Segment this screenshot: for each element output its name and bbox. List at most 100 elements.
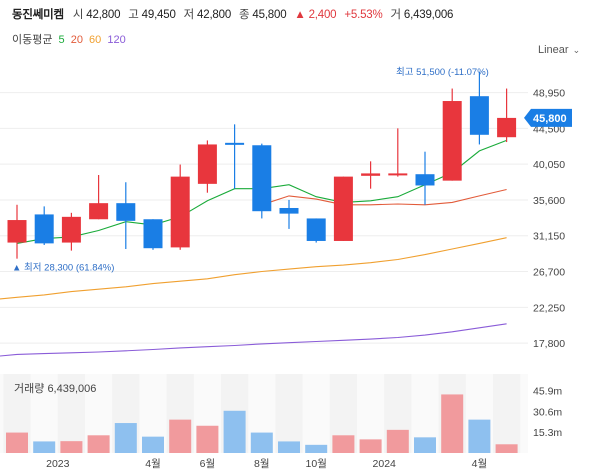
candle-up: [388, 173, 408, 176]
volume-tick-label: 30.6m: [533, 406, 562, 418]
date-tick-label: 2024: [373, 458, 397, 470]
date-tick-label: 10월: [306, 458, 327, 470]
ma-legend-120: 120: [107, 34, 126, 46]
volume-column-band: [57, 374, 85, 453]
candle-down: [469, 96, 489, 135]
candle-up: [333, 176, 353, 241]
candle-down: [252, 145, 272, 212]
date-tick-label: 8월: [254, 458, 270, 470]
candle-up: [497, 117, 517, 138]
candle-up: [7, 220, 27, 243]
date-axis: 2023 4월 6월 8월 10월 2024 4월: [46, 458, 487, 470]
current-price-label: 45,800: [533, 113, 567, 125]
volume-bar-up: [332, 435, 355, 453]
volume-axis: 15.3m 30.6m 45.9m: [533, 385, 562, 439]
candle-down: [415, 174, 435, 186]
date-tick-label: 4월: [472, 458, 488, 470]
price-chart[interactable]: 17,80022,25026,70031,15035,60040,05044,5…: [0, 60, 600, 428]
close-label: 종: [239, 9, 250, 21]
price-tick-label: 35,600: [533, 195, 565, 207]
date-tick-label: 4월: [145, 458, 161, 470]
volume-bar-down: [142, 436, 164, 453]
volume-label: 거: [390, 9, 402, 21]
candle-up: [442, 101, 462, 181]
volume-bar-down: [114, 423, 137, 453]
volume-bar-up: [441, 394, 464, 453]
candle-up: [197, 144, 217, 184]
volume-bar-down: [305, 444, 328, 453]
date-tick-label: 2023: [46, 458, 70, 470]
price-tick-label: 48,950: [533, 88, 565, 100]
candlesticks: [7, 72, 517, 259]
volume-bar-up: [495, 444, 518, 453]
current-price-badge: [524, 108, 572, 127]
volume-chart[interactable]: 15.3m 30.6m 45.9m 2023 4월 6월 8월 10월 2024 4월: [0, 368, 600, 476]
high-price-annotation: 최고 51,500 (-11.07%): [396, 67, 489, 78]
volume-column-band: [493, 374, 521, 453]
price-axis: 17,80022,25026,70031,15035,60040,05044,5…: [533, 88, 565, 351]
volume-title: 거래량 6,439,006: [14, 380, 96, 396]
candle-up: [361, 173, 381, 176]
ma-line-60: [0, 237, 507, 300]
ma-legend-5: 5: [58, 34, 65, 46]
volume-tick-label: 15.3m: [533, 427, 562, 439]
low-label: 저: [183, 9, 195, 21]
volume-bar-down: [250, 432, 273, 453]
candle-down: [34, 214, 54, 244]
volume-bar-up: [359, 439, 382, 453]
volume-title-value: 6,439,006: [47, 383, 97, 395]
volume-bar-down: [33, 441, 56, 453]
candle-up: [89, 203, 109, 220]
price-tick-label: 26,700: [533, 267, 565, 279]
volume-bar-up: [6, 432, 28, 453]
change-percent: +5.53%: [344, 9, 383, 21]
change-value: 2,400: [308, 9, 337, 21]
open-value: 42,800: [86, 9, 121, 21]
quote-header: 동진쎄미켐 시 42,800 고 49,450 저 42,800 종 45,80…: [12, 6, 458, 22]
price-tick-label: 31,150: [533, 231, 565, 243]
high-value: 49,450: [141, 9, 176, 21]
candle-down: [225, 142, 245, 145]
low-price-annotation: ▲ 최저 28,300 (61.84%): [12, 263, 114, 274]
price-tick-label: 40,050: [533, 159, 565, 171]
candle-down: [279, 207, 299, 214]
volume-bar-up: [60, 441, 83, 453]
volume-value: 6,439,006: [403, 9, 454, 21]
chevron-down-icon: ⌄: [572, 45, 581, 55]
low-value: 42,800: [197, 9, 232, 21]
volume-bars: [6, 394, 518, 453]
volume-bar-down: [468, 419, 491, 453]
candle-up: [61, 216, 81, 243]
volume-bar-up: [87, 435, 110, 453]
candle-down: [143, 219, 163, 249]
ma-line-20: [261, 188, 507, 206]
volume-bar-up: [386, 429, 409, 453]
close-value: 45,800: [252, 9, 287, 21]
volume-bar-down: [223, 410, 246, 453]
volume-column-band: [275, 374, 303, 453]
candle-down: [116, 203, 136, 221]
volume-bar-up: [196, 425, 219, 453]
stock-name: 동진쎄미켐: [12, 9, 64, 21]
scale-mode-label: Linear: [538, 44, 569, 56]
price-tick-label: 22,250: [533, 302, 565, 314]
price-tick-label: 17,800: [533, 338, 565, 350]
open-label: 시: [72, 9, 84, 21]
candle-down: [306, 218, 326, 241]
ma-legend-60: 60: [89, 34, 102, 46]
volume-tick-label: 45.9m: [533, 385, 562, 397]
ma-legend-20: 20: [70, 34, 83, 46]
change-arrow-icon: ▲: [294, 9, 306, 21]
scale-mode-toggle[interactable]: Linear ⌄: [538, 44, 580, 56]
ma-legend-label: 이동평균: [12, 34, 53, 46]
candle-up: [170, 176, 190, 248]
volume-title-label: 거래량: [14, 383, 45, 395]
volume-bar-down: [414, 437, 436, 453]
moving-average-legend[interactable]: 이동평균 5 20 60 120: [12, 31, 129, 47]
ma-line-120: [0, 323, 507, 357]
price-annotations: 최고 51,500 (-11.07%) ▲ 최저 28,300 (61.84%) 4…: [12, 67, 572, 274]
volume-bar-down: [278, 441, 300, 453]
date-tick-label: 6월: [200, 458, 216, 470]
volume-bar-up: [169, 419, 192, 453]
high-label: 고: [128, 9, 139, 21]
